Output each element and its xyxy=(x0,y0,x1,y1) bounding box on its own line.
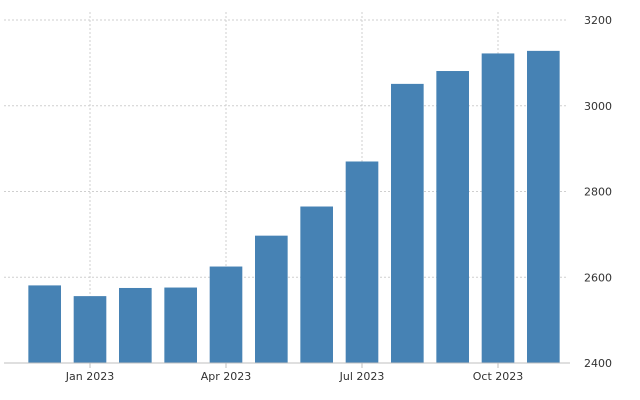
bar xyxy=(209,266,243,363)
bar xyxy=(527,50,560,364)
x-tick-label: Jul 2023 xyxy=(339,370,385,383)
bars xyxy=(28,50,560,364)
bar xyxy=(255,235,288,363)
bar xyxy=(164,287,197,363)
y-tick-label: 2400 xyxy=(584,357,612,370)
y-tick-label: 3200 xyxy=(584,14,612,27)
y-tick-label: 2800 xyxy=(584,186,612,199)
bar xyxy=(436,71,469,364)
y-tick-label: 2600 xyxy=(584,271,612,284)
bar xyxy=(300,206,333,363)
y-tick-label: 3000 xyxy=(584,100,612,113)
x-tick-label: Oct 2023 xyxy=(473,370,524,383)
axes: 2400 2600 2800 3000 3200 Jan 2023 Apr 2023 Jul … xyxy=(4,14,612,383)
bar xyxy=(391,83,424,363)
bar xyxy=(345,161,379,363)
bar xyxy=(28,285,61,363)
bar xyxy=(73,296,107,363)
bar xyxy=(119,287,152,363)
x-tick-label: Jan 2023 xyxy=(65,370,114,383)
bar xyxy=(481,53,515,363)
x-tick-label: Apr 2023 xyxy=(201,370,252,383)
